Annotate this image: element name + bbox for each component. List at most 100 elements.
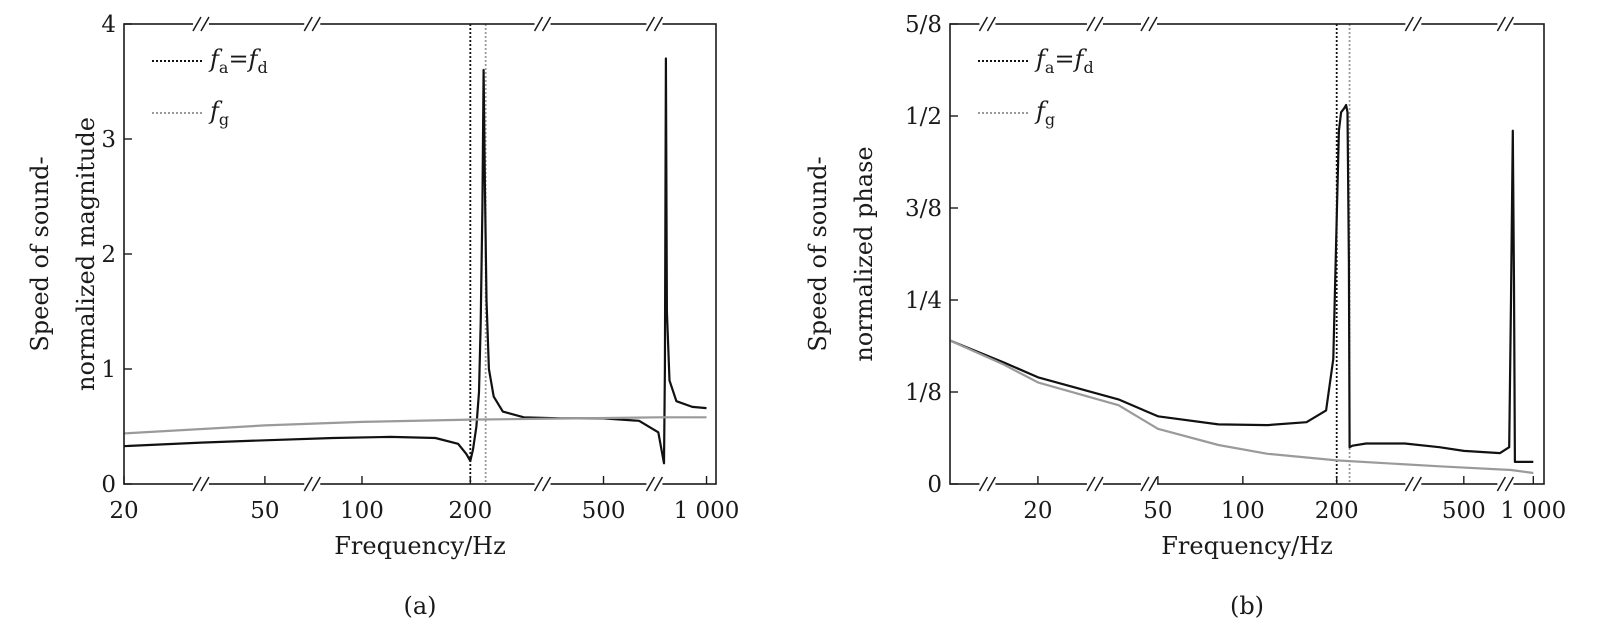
axis-break-mark [1086, 16, 1096, 32]
axis-break-mark [200, 476, 210, 492]
axis-break-gap [1497, 481, 1514, 487]
axis-break-mark [200, 16, 210, 32]
axis-break-mark [1412, 16, 1422, 32]
axis-break-mark [1504, 476, 1515, 492]
x-tick-label: 1 000 [674, 498, 740, 524]
panel-caption: (b) [1230, 592, 1264, 620]
legend-subscript: d [257, 58, 267, 77]
axis-break-mark [986, 16, 997, 32]
axis-break-gap [304, 21, 321, 27]
axis-break-mark [653, 16, 664, 32]
axis-break-mark [1086, 476, 1096, 492]
axis-break-gap [1086, 481, 1103, 487]
x-tick-label: 50 [1143, 498, 1172, 524]
plot-frame [949, 23, 1545, 485]
x-tick-label: 20 [109, 498, 138, 524]
x-tick-label: 100 [340, 498, 384, 524]
legend-subscript: d [1083, 58, 1093, 77]
axis-break-mark [1094, 476, 1104, 492]
x-tick-label: 200 [448, 498, 492, 524]
axis-break-mark [645, 476, 656, 492]
x-tick-label: 20 [1023, 498, 1052, 524]
legend-subscript: g [219, 110, 229, 129]
y-tick-label: 3 [101, 127, 116, 153]
y-axis-label-line-1: normalized phase [850, 146, 878, 361]
axis-break-gap [192, 481, 209, 487]
panel-caption: (a) [403, 592, 436, 620]
axis-break-mark [645, 16, 656, 32]
legend-equals: = [1054, 45, 1074, 73]
axis-break-mark [1404, 476, 1414, 492]
axis-break-mark [311, 476, 321, 492]
axis-break-mark [986, 476, 997, 492]
axis-break-mark [533, 476, 544, 492]
legend-label-0: fa=fd [1034, 45, 1094, 77]
axis-break-mark [1140, 476, 1150, 492]
axis-break-gap [1405, 21, 1422, 27]
axis-break-gap [646, 481, 663, 487]
axis-break-mark [1496, 476, 1507, 492]
axis-break-mark [311, 16, 321, 32]
y-axis-label-line-1: normalized magnitude [72, 117, 100, 391]
legend-label-1: fg [1034, 97, 1055, 129]
axis-break-mark [533, 16, 544, 32]
y-tick-label: 0 [927, 472, 942, 498]
x-tick-label: 500 [582, 498, 626, 524]
y-tick-label: 2 [101, 242, 116, 268]
axis-break-gap [1497, 21, 1514, 27]
y-tick-label: 1 [101, 357, 116, 383]
axis-break-gap [534, 481, 551, 487]
axis-break-mark [1094, 16, 1104, 32]
series-line-1 [124, 416, 707, 435]
series-line-0 [950, 103, 1534, 463]
axis-break-mark [1496, 16, 1507, 32]
y-tick-label: 4 [101, 12, 116, 38]
axis-break-gap [1405, 481, 1422, 487]
x-tick-label: 500 [1442, 498, 1486, 524]
y-axis-label-line-0: Speed of sound- [804, 156, 832, 351]
axis-break-mark [1412, 476, 1422, 492]
y-tick-label: 0 [101, 472, 116, 498]
legend-subscript: g [1045, 110, 1055, 129]
axis-break-mark [1140, 16, 1150, 32]
axis-break-mark [1504, 16, 1515, 32]
axis-break-gap [1086, 21, 1103, 27]
legend-label-0: fa=fd [208, 45, 268, 77]
x-tick-label: 200 [1315, 498, 1359, 524]
legend-subscript: a [1045, 58, 1055, 77]
y-tick-label: 1/2 [905, 104, 942, 130]
axis-break-mark [1404, 16, 1414, 32]
axis-break-gap [1140, 481, 1157, 487]
axis-break-mark [192, 476, 202, 492]
y-tick-label: 1/8 [905, 380, 942, 406]
legend-label-1: fg [208, 97, 229, 129]
chart-a: 0 1 2 3 4 20 50 100 200 500 1 000 fa=fd fg Frequency/… [26, 12, 739, 620]
legend-equals: = [228, 45, 248, 73]
axis-break-gap [646, 21, 663, 27]
x-axis-label: Frequency/Hz [1161, 532, 1332, 560]
axis-break-gap [534, 21, 551, 27]
axis-break-gap [304, 481, 321, 487]
axis-break-gap [979, 481, 996, 487]
x-axis-label: Frequency/Hz [334, 532, 505, 560]
plot-frame [123, 23, 717, 485]
y-axis-label-line-0: Speed of sound- [26, 156, 54, 351]
axis-break-mark [541, 16, 552, 32]
x-tick-label: 50 [250, 498, 279, 524]
axis-break-mark [978, 476, 989, 492]
axis-break-mark [1148, 476, 1158, 492]
axis-break-mark [1148, 16, 1158, 32]
axis-break-mark [303, 16, 313, 32]
series-line-1 [950, 339, 1534, 475]
axis-break-mark [541, 476, 552, 492]
axis-break-gap [1140, 21, 1157, 27]
x-tick-label: 100 [1221, 498, 1265, 524]
chart-b: 0 1/8 1/4 3/8 1/2 5/8 20 50 100 200 500 1 000 fa=fd f… [804, 12, 1566, 620]
legend-subscript: a [219, 58, 229, 77]
series-line-0 [124, 57, 707, 465]
y-tick-label: 5/8 [905, 12, 942, 38]
y-tick-label: 3/8 [905, 196, 942, 222]
x-tick-label: 1 000 [1500, 498, 1566, 524]
axis-break-mark [653, 476, 664, 492]
